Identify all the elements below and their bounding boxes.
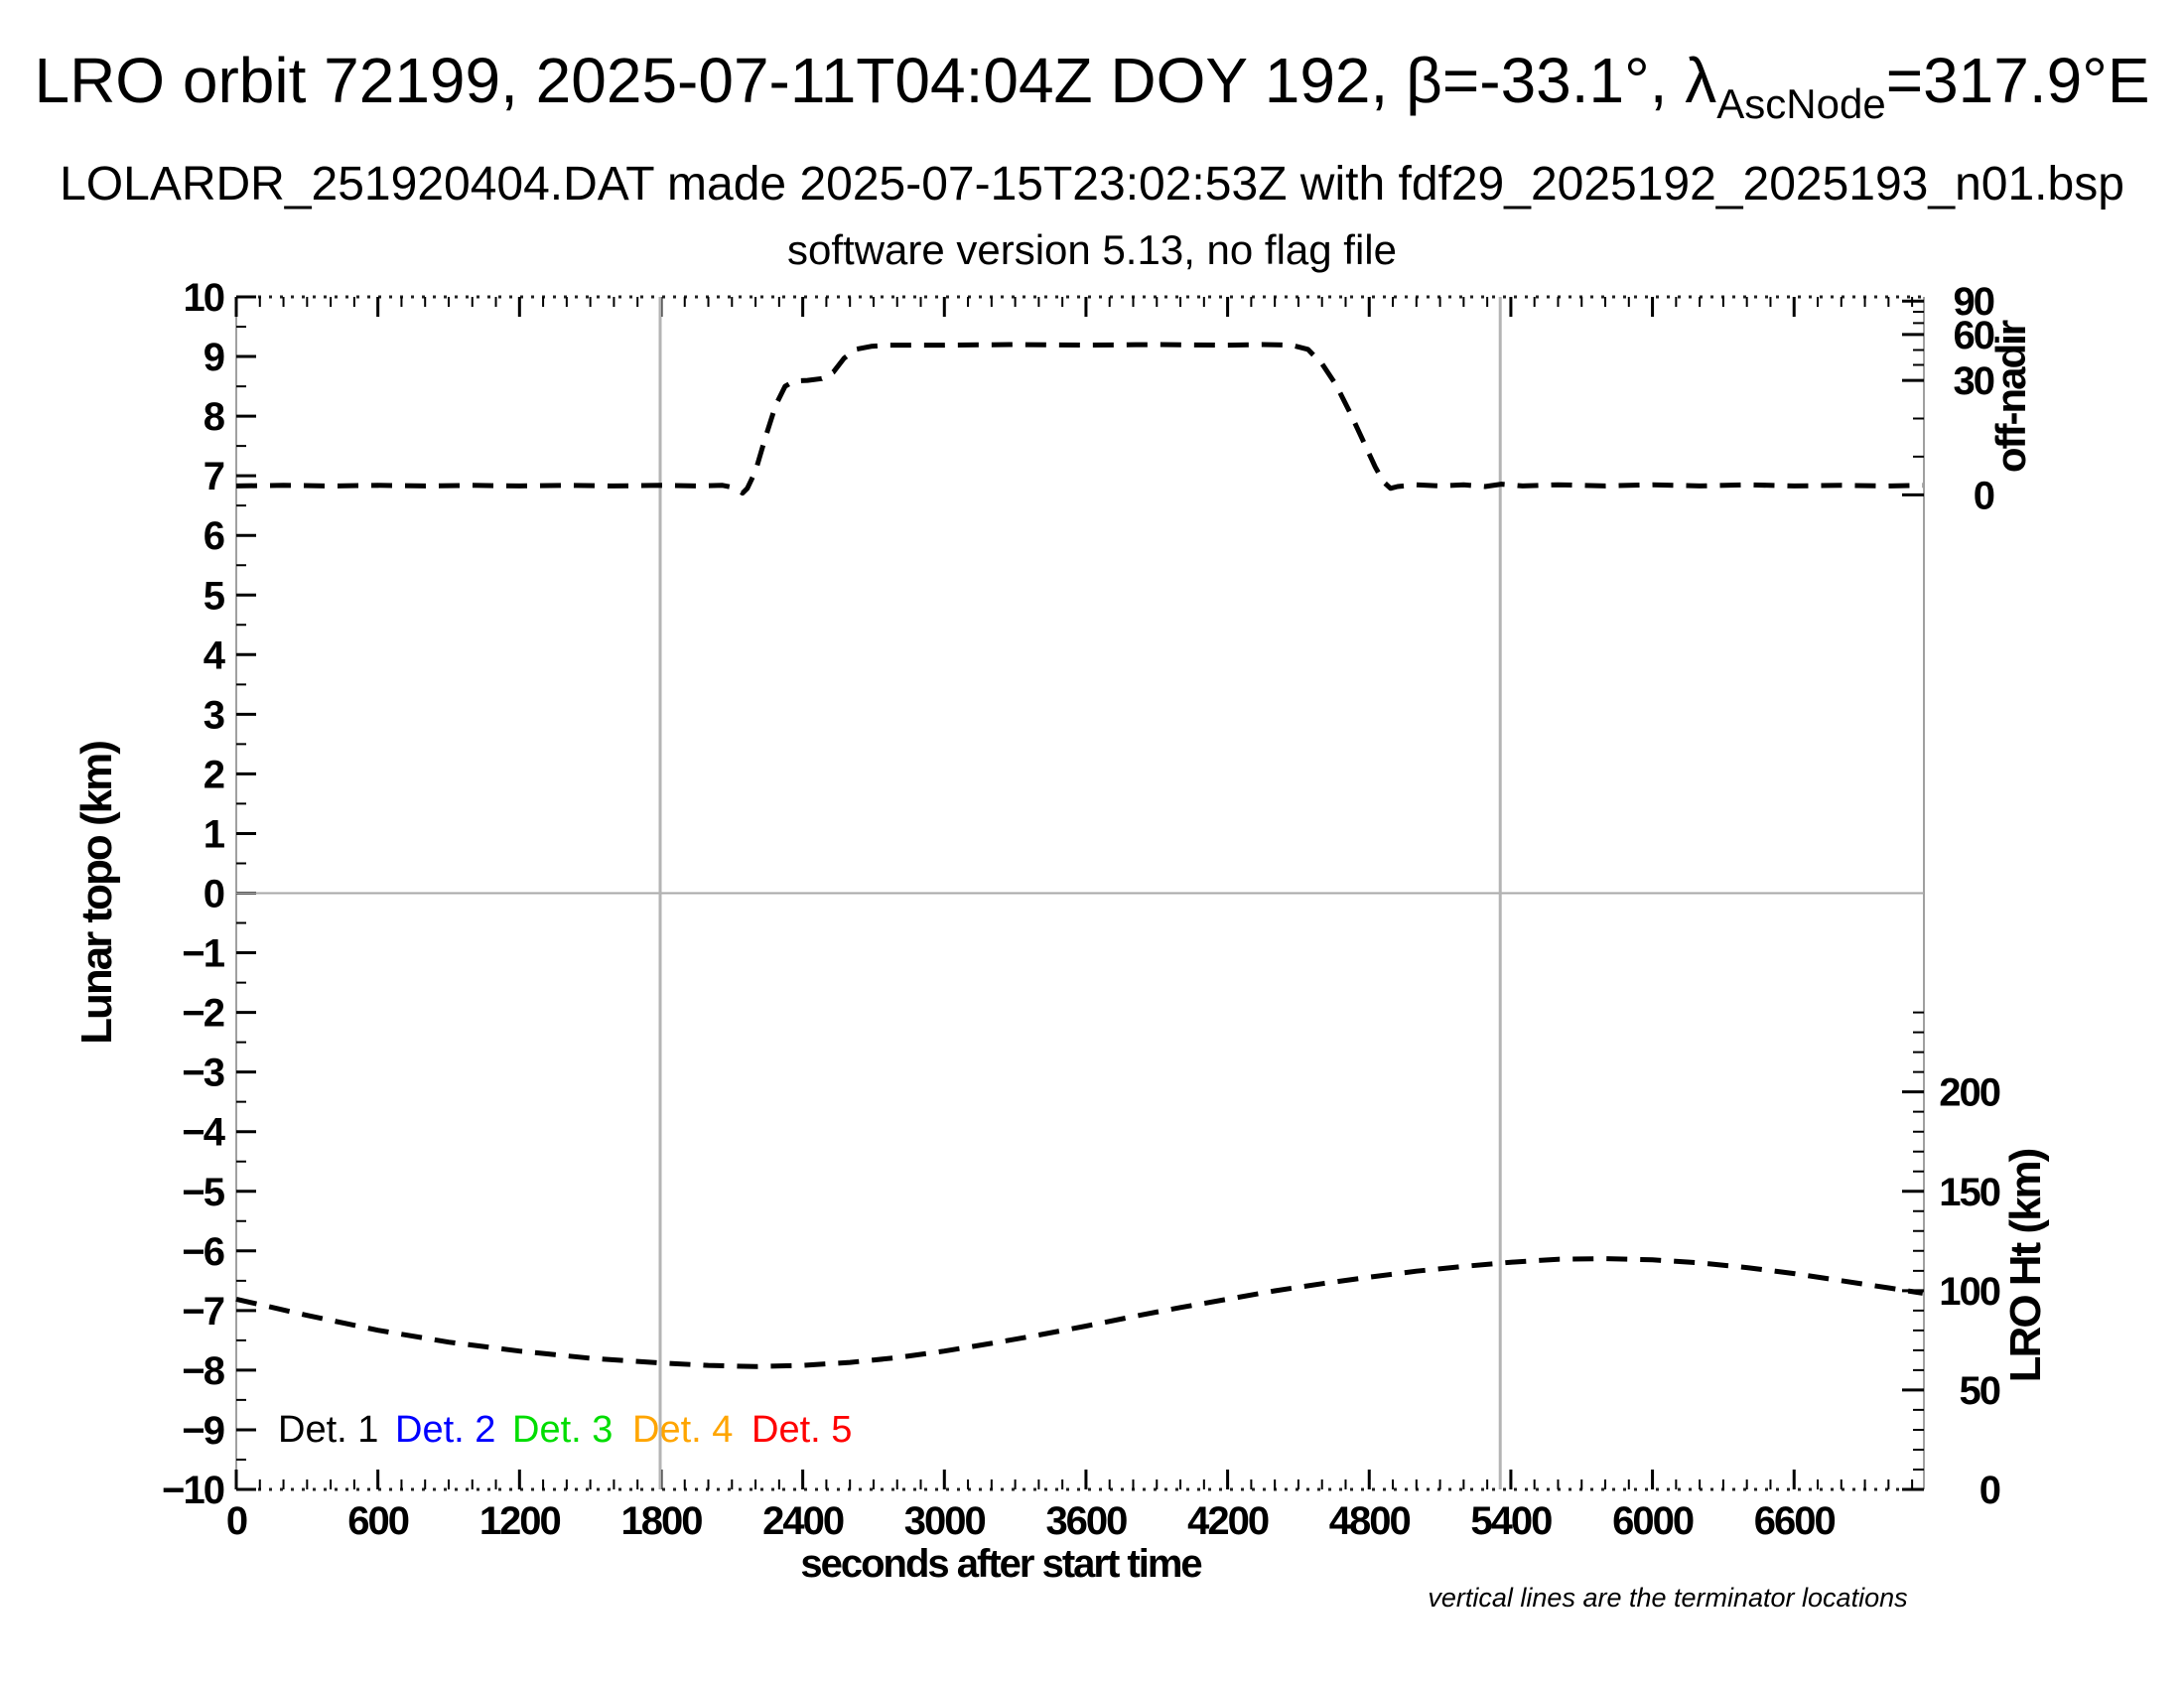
legend-entry-det1: Det. 1: [278, 1409, 378, 1451]
terminator-footnote: vertical lines are the terminator locati…: [1428, 1583, 1908, 1613]
lro-ht-tick-label: 150: [1939, 1171, 1999, 1214]
x-tick-label: 5400: [1470, 1499, 1552, 1543]
legend-entry-det5: Det. 5: [751, 1409, 852, 1451]
legend-entry-det3: Det. 3: [512, 1409, 613, 1451]
left-axis-major-ticks: [236, 295, 256, 1491]
x-tick-label: 6600: [1754, 1499, 1836, 1543]
title-suffix: =317.9°E: [1885, 45, 2150, 116]
left-axis-tick-label: 2: [204, 753, 224, 796]
left-axis-tick-label: −8: [182, 1349, 224, 1393]
left-axis-minor-ticks: [236, 326, 246, 1461]
left-axis-tick-label: 4: [204, 633, 226, 677]
left-axis-tick-label: −9: [182, 1409, 223, 1453]
left-axis-tick-label: 5: [204, 574, 225, 618]
lro-ht-axis-title: LRO Ht (km): [2001, 1149, 2050, 1382]
offnadir-tick-label: 30: [1954, 359, 1994, 403]
lro-ht-tick-label: 200: [1939, 1071, 1999, 1115]
lro-height-curve: [235, 1256, 1924, 1369]
x-tick-label: 600: [347, 1499, 408, 1543]
title-prefix: LRO orbit 72199, 2025-07-11T04:04Z DOY 1…: [34, 45, 1717, 116]
left-axis-tick-label: −4: [182, 1111, 225, 1155]
left-axis-tick-label: −1: [182, 932, 224, 976]
left-axis-tick-label: 8: [204, 395, 225, 439]
legend-entry-det2: Det. 2: [395, 1409, 495, 1451]
lro-ht-minor-ticks: [1913, 1011, 1924, 1471]
x-tick-label: 0: [226, 1499, 247, 1543]
legend-entry-det4: Det. 4: [632, 1409, 733, 1451]
left-axis-tick-label: 1: [204, 812, 225, 856]
left-axis-tick-label: −2: [182, 992, 223, 1036]
lro-ht-tick-label: 0: [1979, 1469, 2000, 1512]
offnadir-tick-label: 0: [1974, 474, 1994, 517]
lro-ht-tick-label: 100: [1939, 1270, 1999, 1314]
x-tick-label: 4200: [1187, 1499, 1269, 1543]
x-tick-label: 4800: [1329, 1499, 1411, 1543]
offnadir-tick-label: 90: [1954, 280, 1994, 324]
subtitle-file-line: LOLARDR_251920404.DAT made 2025-07-15T23…: [60, 158, 2124, 211]
left-axis-tick-label: 9: [204, 336, 224, 379]
x-tick-label: 3600: [1045, 1499, 1127, 1543]
x-axis-title: seconds after start time: [800, 1542, 1201, 1586]
x-tick-label: 1800: [620, 1499, 702, 1543]
title-subscript: AscNode: [1716, 80, 1886, 127]
left-axis-tick-label: 10: [184, 276, 224, 320]
x-tick-label: 1200: [479, 1499, 561, 1543]
left-axis-tick-label: −5: [182, 1171, 224, 1214]
software-version-line: software version 5.13, no flag file: [786, 226, 1397, 273]
x-tick-label: 2400: [762, 1499, 844, 1543]
x-tick-label: 6000: [1612, 1499, 1694, 1543]
left-axis-title: Lunar topo (km): [72, 742, 121, 1045]
offnadir-major-ticks: [1902, 299, 1924, 496]
left-axis-tick-label: 7: [204, 455, 224, 498]
x-axis-major-ticks: [234, 297, 1796, 1489]
x-tick-label: 3000: [904, 1499, 986, 1543]
page-title: LRO orbit 72199, 2025-07-11T04:04Z DOY 1…: [0, 44, 2184, 128]
offnadir-axis-title: off-nadir: [1987, 320, 2034, 473]
left-axis-tick-label: −7: [182, 1290, 223, 1334]
left-axis-tick-label: −3: [182, 1052, 223, 1095]
left-axis-tick-label: 6: [204, 514, 224, 558]
offnadir-minor-ticks: [1913, 311, 1924, 458]
offnadir-tick-label: 60: [1954, 314, 1994, 357]
left-axis-tick-label: −10: [162, 1469, 224, 1512]
x-axis-minor-ticks: [258, 297, 1914, 1489]
left-axis-tick-label: 0: [204, 873, 224, 916]
off-nadir-curve: [235, 342, 1923, 496]
left-axis-tick-label: −6: [182, 1230, 223, 1274]
lro-ht-tick-label: 50: [1960, 1369, 2000, 1413]
left-axis-tick-label: 3: [204, 693, 224, 737]
